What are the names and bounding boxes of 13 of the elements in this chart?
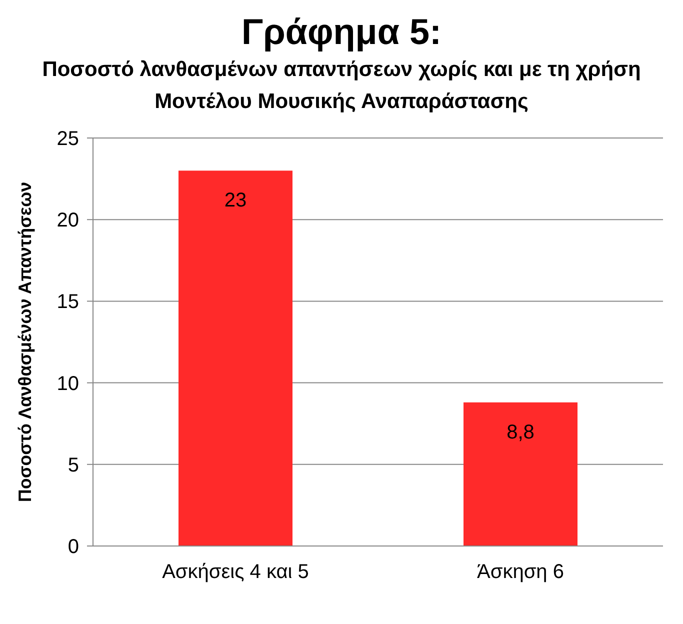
y-tick-label: 20 bbox=[56, 210, 79, 232]
y-tick-label: 10 bbox=[56, 372, 79, 395]
data-label: 8,8 bbox=[506, 421, 534, 444]
y-tick-label: 0 bbox=[68, 536, 79, 558]
x-tick-label: Άσκηση 6 bbox=[477, 561, 564, 583]
chart-subtitle: Ποσοστό λανθασμένων απαντήσεων χωρίς και με τη χρήση Μοντέλου Μουσικής Αναπαράστασης bbox=[42, 57, 642, 115]
y-axis-title: Ποσοστό Λανθασμένων Απαντήσεων bbox=[15, 182, 35, 502]
y-tick-label: 5 bbox=[68, 454, 79, 476]
y-tick-label: 25 bbox=[56, 128, 79, 150]
y-tick-label: 15 bbox=[56, 291, 79, 314]
chart-title: Γράφημα 5: bbox=[240, 10, 442, 54]
x-tick-label: Ασκήσεις 4 και 5 bbox=[162, 561, 309, 583]
data-label: 23 bbox=[224, 190, 247, 212]
